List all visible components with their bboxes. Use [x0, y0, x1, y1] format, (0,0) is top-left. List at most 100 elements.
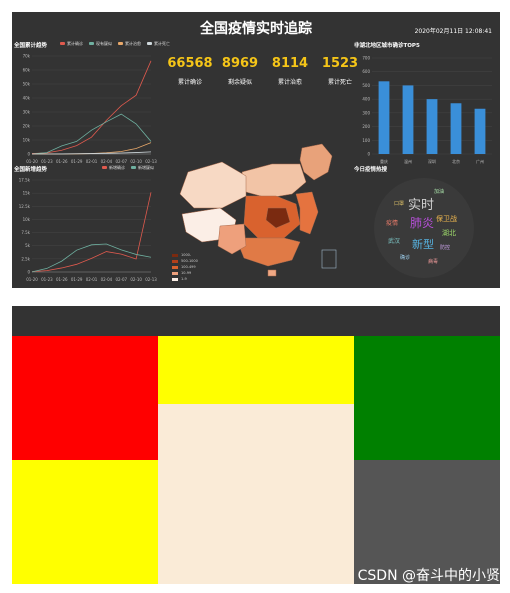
word-cloud-word[interactable]: 新型 [412, 238, 434, 251]
word-cloud-word[interactable]: 加油 [434, 189, 445, 195]
y-tick-label: 15k [23, 191, 31, 196]
word-cloud-word[interactable]: 武汉 [388, 238, 401, 245]
map-region-east[interactable] [295, 191, 319, 235]
top5-panel-title: 非湖北地区城市确诊TOP5 [354, 43, 420, 49]
word-cloud-word[interactable]: 实时 [408, 198, 435, 213]
legend-swatch [89, 42, 94, 45]
legend-item: 新增疑似 [131, 165, 154, 171]
stat-confirmed: 66568 累计确诊 [160, 56, 220, 86]
y-tick-label: 400 [362, 97, 370, 102]
map-legend-item[interactable]: 100-499 [172, 264, 198, 270]
y-tick-label: 0 [27, 152, 30, 157]
x-tick-label: 01-26 [56, 277, 68, 282]
map-legend-swatch [172, 253, 178, 257]
map-legend-label: 1-9 [181, 277, 187, 281]
x-tick-label: 02-04 [101, 277, 113, 282]
map-legend-label: 10-99 [181, 271, 192, 275]
cumulative-trend-chart: 0 10k 20k 30k 40k 50k 60k 70k 01-20 01-23 01-26 01-… [23, 54, 157, 165]
cumulative-panel-title: 全国累计趋势 [14, 43, 48, 49]
map-region-southwest[interactable] [217, 223, 247, 255]
map-legend-swatch [172, 277, 178, 281]
bar [474, 108, 486, 154]
dashboard-title: 全国疫情实时追踪 [200, 21, 312, 37]
y-tick-label: 0 [367, 152, 370, 157]
map-inset-south-sea [321, 249, 337, 269]
stat-value: 8114 [271, 56, 309, 71]
stat-label: 累计确诊 [177, 79, 202, 86]
new-legend: 新增确诊 新增疑似 [102, 165, 154, 171]
y-tick-label: 700 [362, 56, 370, 61]
x-tick-label: 广州 [476, 158, 484, 164]
map-region-south[interactable] [235, 237, 301, 267]
legend-label: 累计确诊 [67, 41, 83, 46]
x-tick-label: 重庆 [380, 158, 388, 164]
cumulative-legend: 累计确诊 现有疑似 累计治愈 累计死亡 [60, 41, 170, 47]
bar [426, 99, 438, 154]
legend-swatch [102, 166, 107, 169]
map-legend-item[interactable]: 1000- [172, 252, 198, 258]
x-tick-label: 02-10 [130, 277, 142, 282]
datetime: 2020年02月11日 12:08:41 [414, 28, 492, 35]
legend-label: 新增疑似 [138, 165, 154, 170]
word-cloud-word[interactable]: 肺炎 [410, 216, 435, 230]
map-region-hubei[interactable] [265, 207, 291, 229]
y-tick-label: 12.5k [19, 204, 31, 209]
layout-grid-screenshot [12, 306, 500, 584]
x-tick-label: 01-29 [71, 277, 83, 282]
stat-dead: 1523 累计死亡 [310, 56, 370, 86]
map-legend-item[interactable]: 500-1000 [172, 258, 198, 264]
legend-label: 累计死亡 [154, 41, 170, 46]
map-region-hainan[interactable] [267, 269, 277, 277]
x-tick-label: 02-01 [86, 277, 98, 282]
y-tick-label: 500 [362, 83, 370, 88]
x-tick-label: 02-07 [115, 159, 127, 164]
x-tick-label: 01-20 [26, 277, 38, 282]
x-tick-label: 温州 [404, 158, 412, 164]
y-tick-label: 100 [362, 138, 370, 143]
x-tick-label: 01-29 [71, 159, 83, 164]
y-tick-label: 7.5k [21, 230, 30, 235]
red-block [12, 336, 158, 460]
legend-label: 累计治愈 [125, 41, 141, 46]
stat-cured: 8114 累计治愈 [260, 56, 320, 86]
new-panel-title: 全国新增趋势 [14, 167, 48, 173]
word-cloud: 实时 肺炎 新型 保卫战 湖北 疫情 武汉 口罩 防控 确诊 病毒 加油 [374, 178, 474, 278]
cream-block [158, 404, 354, 584]
legend-label: 新增确诊 [109, 165, 125, 170]
word-cloud-word[interactable]: 病毒 [428, 259, 439, 265]
x-tick-label: 01-23 [41, 159, 53, 164]
series-line [31, 151, 152, 155]
legend-swatch [131, 166, 136, 169]
x-tick-label: 02-13 [145, 277, 157, 282]
y-tick-label: 10k [23, 138, 31, 143]
word-cloud-word[interactable]: 湖北 [442, 229, 456, 237]
x-tick-label: 深圳 [428, 158, 436, 164]
map-legend-item[interactable]: 10-99 [172, 270, 198, 276]
word-cloud-word[interactable]: 疫情 [386, 220, 399, 227]
y-tick-label: 70k [23, 54, 31, 59]
map-legend-item[interactable]: 1-9 [172, 276, 198, 282]
legend-label: 现有疑似 [96, 41, 112, 46]
x-tick-label: 01-26 [56, 159, 68, 164]
stat-value: 1523 [321, 56, 359, 71]
y-tick-label: 20k [23, 124, 31, 129]
bar [450, 103, 462, 154]
stat-label: 累计死亡 [327, 79, 352, 86]
word-cloud-word[interactable]: 防控 [440, 245, 451, 251]
map-region-northeast[interactable] [299, 143, 333, 181]
series-line [31, 192, 152, 272]
word-cloud-word[interactable]: 确诊 [400, 255, 411, 261]
map-region-northwest[interactable] [179, 161, 247, 209]
series-line [31, 113, 152, 155]
map-legend-label: 500-1000 [181, 259, 198, 263]
x-tick-label: 02-10 [130, 159, 142, 164]
map-legend-swatch [172, 265, 178, 269]
x-tick-label: 北京 [452, 158, 460, 164]
word-cloud-word[interactable]: 保卫战 [436, 215, 457, 223]
china-map[interactable] [172, 142, 352, 288]
y-tick-label: 17.5k [19, 178, 31, 183]
map-region-north[interactable] [241, 163, 307, 199]
bar [402, 85, 414, 154]
word-cloud-word[interactable]: 口罩 [394, 201, 405, 207]
